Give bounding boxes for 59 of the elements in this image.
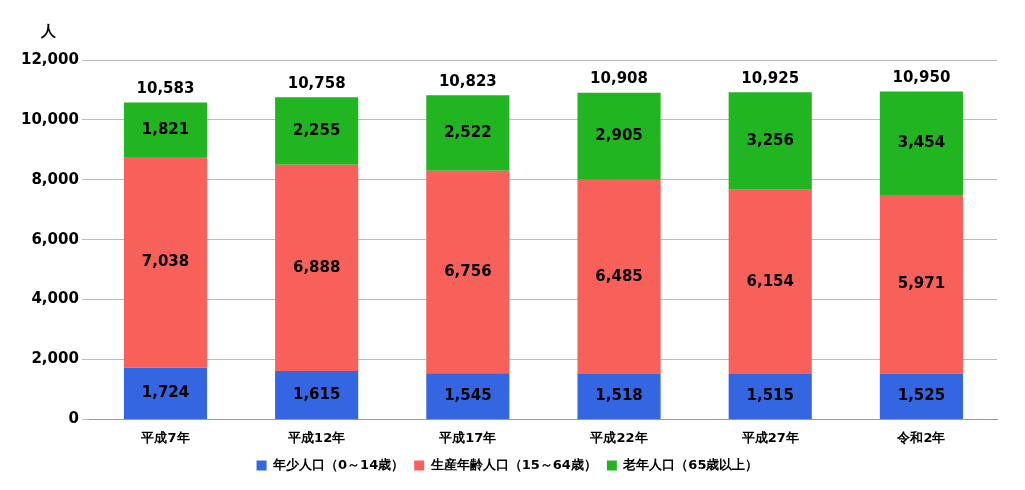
data-label: 1,515 [746,386,794,405]
y-tick-label: 6,000 [31,229,79,248]
bar [728,189,812,375]
legend-label: 生産年齢人口（15～64歳） [429,456,597,472]
data-label: 5,971 [897,274,946,293]
x-tick-label: 令和2年 [896,429,946,445]
data-label: 6,756 [444,261,492,280]
data-label: 6,888 [292,257,341,276]
bar [879,194,963,374]
total-label: 10,908 [590,69,648,88]
data-label: 2,522 [444,122,492,141]
data-label: 6,154 [746,271,794,290]
y-tick-label: 0 [68,409,79,428]
y-tick-label: 2,000 [31,349,79,368]
data-label: 3,256 [746,130,794,149]
y-tick-label: 8,000 [31,169,79,188]
bar [879,373,963,419]
bar [577,179,661,374]
y-tick-label: 10,000 [20,109,79,128]
bar [426,95,510,171]
data-label: 6,485 [595,266,643,285]
data-label: 2,255 [292,120,341,139]
x-tick-label: 平成7年 [140,429,190,445]
total-label: 10,583 [136,78,195,97]
y-tick-label: 4,000 [31,289,79,308]
data-label: 2,905 [595,126,643,145]
bar [275,371,359,419]
bar [275,164,359,372]
data-label: 1,525 [897,386,946,405]
data-label: 1,724 [141,383,190,402]
legend-label: 年少人口（0～14歳） [272,456,405,472]
x-tick-label: 平成12年 [287,429,346,445]
total-label: 10,925 [741,68,800,87]
bar [426,373,510,419]
total-label: 10,950 [892,67,951,86]
x-tick-label: 平成22年 [589,429,648,445]
y-axis-title: 人 [39,22,57,41]
bar [879,91,963,195]
data-label: 7,038 [141,252,190,271]
bar [123,156,208,368]
total-label: 10,823 [438,71,497,90]
bar [123,102,208,157]
bar [728,92,812,190]
x-tick-label: 平成27年 [740,429,799,445]
bar [728,374,812,419]
x-tick-label: 平成17年 [438,429,497,445]
bar [577,373,661,419]
data-label: 1,821 [141,119,190,138]
bar [123,367,208,419]
data-label: 1,615 [292,384,341,403]
y-tick-label: 12,000 [20,49,79,68]
legend-label: 老年人口（65歳以上） [622,456,759,472]
data-label: 1,518 [595,386,643,405]
data-label: 3,454 [897,133,946,152]
bar [275,97,359,165]
bar [577,92,661,180]
total-label: 10,758 [287,73,346,92]
bar [426,170,510,374]
data-label: 1,545 [444,385,492,404]
